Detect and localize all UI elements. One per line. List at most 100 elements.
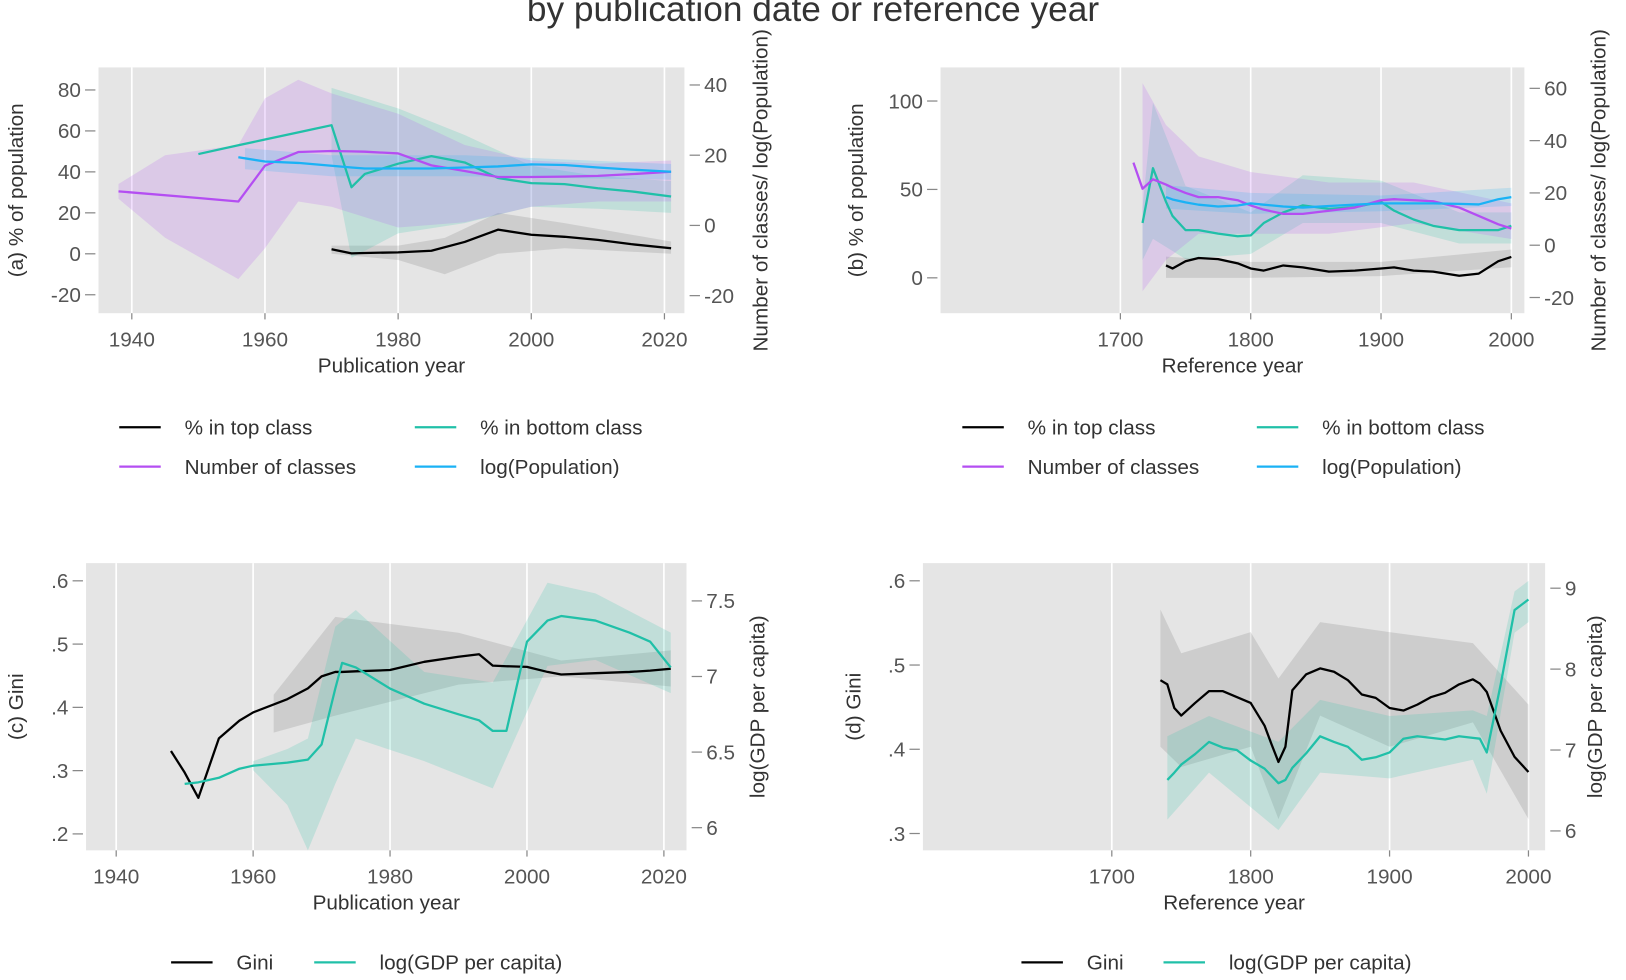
- legend-label: log(GDP per capita): [1229, 952, 1412, 975]
- series-line: [118, 149, 672, 203]
- x-axis-title: Reference year: [1162, 354, 1304, 377]
- confidence-band: [1160, 609, 1529, 820]
- legend-label: Number of classes: [1028, 456, 1200, 479]
- confidence-band: [1167, 580, 1529, 831]
- y2-tick-label: 60: [1544, 78, 1567, 101]
- y2-axis-title: log(GDP per capita): [746, 615, 769, 798]
- x-tick-label: 1960: [242, 328, 288, 351]
- y2-tick-label: 8: [1565, 658, 1577, 681]
- x-tick-label: 1980: [367, 866, 413, 889]
- x-tick-label: 2000: [1488, 328, 1534, 351]
- y-tick-label: .4: [51, 697, 68, 720]
- y2-tick-label: 6: [706, 817, 718, 840]
- legend-label: % in bottom class: [480, 417, 642, 440]
- x-tick-label: 1900: [1367, 866, 1413, 889]
- confidence-band: [244, 148, 672, 180]
- y-tick-label: 80: [58, 79, 81, 102]
- y-tick-label: .6: [51, 570, 68, 593]
- series-line: [1166, 598, 1530, 785]
- y-tick-label: 60: [58, 120, 81, 143]
- y-tick-label: .4: [888, 739, 905, 762]
- x-tick-label: 1940: [109, 328, 155, 351]
- x-tick-label: 2020: [641, 866, 687, 889]
- x-tick-label: 2000: [504, 866, 550, 889]
- legend-label: Number of classes: [185, 456, 357, 479]
- y-tick-label: .2: [51, 823, 68, 846]
- confidence-band: [253, 582, 671, 851]
- x-axis-title: Publication year: [313, 891, 461, 914]
- x-axis-title: Reference year: [1163, 891, 1305, 914]
- panel: 1940 1960 1980 2000 2020 -20 0 20 40 60 80 -20 0 20 40…: [5, 29, 773, 479]
- y-axis-title: (b) % of population: [845, 103, 868, 277]
- x-tick-label: 2000: [508, 328, 554, 351]
- y2-tick-label: 0: [1544, 234, 1556, 257]
- x-tick-label: 2020: [641, 328, 687, 351]
- x-axis-title: Publication year: [318, 354, 466, 377]
- y-tick-label: 0: [69, 243, 81, 266]
- y2-tick-label: 7.5: [706, 590, 735, 613]
- plot-background: [922, 563, 1546, 851]
- plot-background: [98, 67, 685, 314]
- legend-label: log(Population): [480, 456, 619, 479]
- y-tick-label: .5: [51, 633, 68, 656]
- series-line: [238, 156, 672, 173]
- y2-tick-label: 0: [704, 215, 716, 238]
- y2-tick-label: -20: [1544, 287, 1574, 310]
- plot-area: [118, 79, 672, 280]
- confidence-band: [331, 212, 672, 275]
- series-line: [170, 653, 671, 799]
- series-line: [1165, 195, 1512, 209]
- legend-label: log(Population): [1322, 456, 1461, 479]
- y2-tick-label: 6: [1565, 820, 1577, 843]
- legend-label: % in bottom class: [1322, 417, 1484, 440]
- y-axis-title: (d) Gini: [843, 673, 866, 741]
- y-tick-label: 20: [58, 202, 81, 225]
- y-tick-label: .6: [888, 570, 905, 593]
- confidence-band: [331, 87, 672, 258]
- x-tick-label: 1700: [1089, 866, 1135, 889]
- legend-label: % in top class: [185, 417, 313, 440]
- y-tick-label: -20: [51, 284, 81, 307]
- x-tick-label: 1900: [1358, 328, 1404, 351]
- y-axis-title: (c) Gini: [5, 673, 28, 740]
- y2-tick-label: -20: [704, 285, 734, 308]
- plot-area: [1132, 83, 1512, 292]
- y-tick-label: .3: [888, 823, 905, 846]
- figure-title: by publication date or reference year: [527, 0, 1099, 29]
- plot-area: [170, 582, 672, 851]
- panel: 1700 1800 1900 2000 .3 .4 .5 .6 6 7 8 9 Reference ye…: [843, 563, 1607, 975]
- plot-area: [1159, 580, 1530, 831]
- y2-tick-label: 20: [1544, 182, 1567, 205]
- y-axis-title: (a) % of population: [5, 103, 28, 277]
- series-line: [1165, 255, 1512, 277]
- y2-axis-title: Number of classes/ log(Population): [1587, 29, 1610, 351]
- confidence-band: [118, 79, 672, 280]
- y-tick-label: 0: [911, 267, 923, 290]
- x-tick-label: 1940: [93, 866, 139, 889]
- plot-background: [86, 563, 687, 851]
- series-line: [1159, 667, 1530, 773]
- x-tick-label: 1700: [1097, 328, 1143, 351]
- y2-tick-label: 20: [704, 144, 727, 167]
- legend-label: Gini: [1087, 952, 1124, 975]
- x-tick-label: 1980: [375, 328, 421, 351]
- series-line: [1141, 167, 1512, 238]
- y-tick-label: 40: [58, 161, 81, 184]
- y-tick-label: 50: [900, 179, 923, 202]
- series-line: [184, 614, 672, 785]
- x-tick-label: 1800: [1228, 866, 1274, 889]
- series-line: [331, 228, 672, 255]
- y2-tick-label: 7: [706, 666, 718, 689]
- y2-tick-label: 40: [1544, 130, 1567, 153]
- y-tick-label: .5: [888, 654, 905, 677]
- x-tick-label: 1800: [1228, 328, 1274, 351]
- x-tick-label: 1960: [230, 866, 276, 889]
- legend-label: Gini: [236, 952, 273, 975]
- y2-tick-label: 40: [704, 74, 727, 97]
- panel: 1940 1960 1980 2000 2020 .2 .3 .4 .5 .6 6 6.5 7 7.5 Pu…: [5, 563, 769, 975]
- y-tick-label: 100: [888, 90, 923, 113]
- y2-tick-label: 9: [1565, 577, 1577, 600]
- y2-tick-label: 7: [1565, 739, 1577, 762]
